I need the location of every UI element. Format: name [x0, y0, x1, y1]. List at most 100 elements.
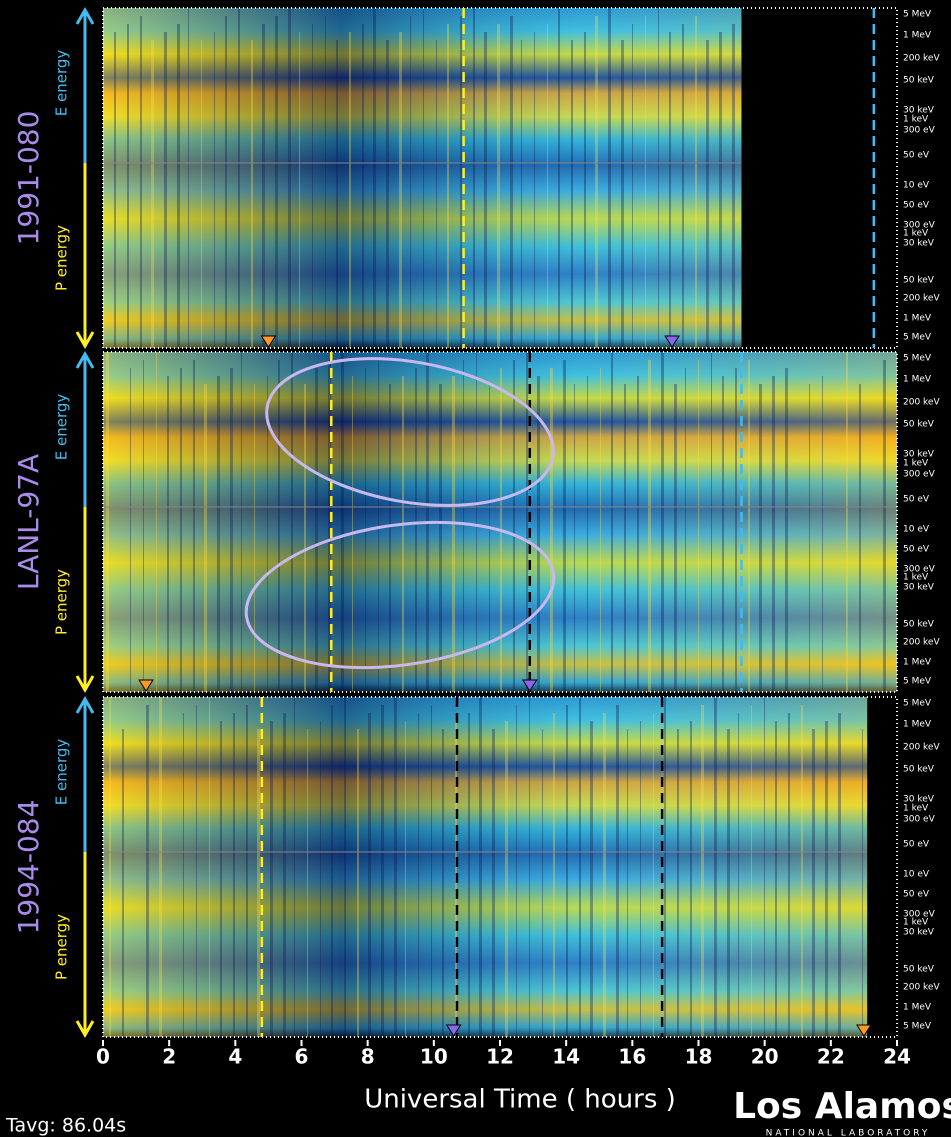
texture-stripe [460, 16, 462, 348]
texture-stripe [151, 40, 154, 348]
texture-stripe [476, 352, 477, 692]
texture-stripe [695, 16, 697, 348]
texture-stripe [674, 384, 677, 692]
p-energy-label: P energy [53, 225, 71, 291]
energy-label: 50 keV [903, 420, 935, 430]
energy-label: 1 MeV [903, 314, 932, 324]
texture-stripe [732, 24, 735, 348]
energy-label: 50 keV [903, 620, 935, 630]
x-tick-label: 10 [420, 1045, 448, 1069]
texture-stripe [325, 16, 326, 348]
energy-label: 200 keV [903, 638, 940, 648]
texture-stripe [315, 368, 318, 692]
texture-stripe [584, 32, 586, 348]
texture-stripe [785, 368, 788, 692]
texture-stripe [812, 729, 815, 1037]
p-energy-label: P energy [53, 914, 71, 980]
energy-label: 200 keV [903, 743, 940, 753]
texture-stripe [825, 721, 828, 1037]
texture-stripe [336, 40, 338, 348]
texture-stripe [735, 368, 737, 692]
texture-stripe [127, 24, 129, 348]
energy-label: 50 eV [903, 890, 930, 900]
texture-stripe [637, 376, 639, 692]
texture-stripe [492, 729, 495, 1037]
energy-label: 1 keV [903, 804, 929, 814]
energy-label: 5 MeV [903, 1022, 932, 1032]
x-tick-label: 8 [361, 1045, 375, 1069]
texture-stripe [627, 729, 628, 1037]
texture-stripe [669, 32, 671, 348]
texture-stripe [526, 352, 528, 692]
energy-label: 200 keV [903, 398, 940, 408]
texture-stripe [542, 729, 543, 1037]
texture-stripe [188, 8, 189, 348]
texture-stripe [534, 32, 535, 348]
e-energy-label: E energy [53, 739, 71, 806]
x-tick-label: 2 [162, 1045, 176, 1069]
satellite-name: 1994-084 [12, 800, 45, 935]
texture-stripe [558, 8, 560, 348]
energy-label: 200 keV [903, 294, 940, 304]
texture-stripe [563, 360, 566, 692]
texture-stripe [701, 705, 704, 1037]
texture-stripe [233, 713, 235, 1037]
energy-label: 50 keV [903, 276, 935, 286]
texture-stripe [759, 384, 762, 692]
texture-stripe [579, 697, 581, 1037]
x-tick-label: 20 [751, 1045, 779, 1069]
texture-stripe [394, 697, 397, 1037]
texture-stripe [439, 384, 442, 692]
texture-stripe [164, 32, 167, 348]
texture-stripe [862, 729, 863, 1037]
texture-stripe [611, 352, 613, 692]
texture-stripe [146, 705, 149, 1037]
energy-label: 50 keV [903, 765, 935, 775]
energy-label: 1 keV [903, 115, 929, 125]
texture-stripe [312, 24, 313, 348]
texture-stripe [307, 729, 308, 1037]
texture-stripe [497, 24, 500, 348]
texture-stripe [822, 376, 823, 692]
texture-stripe [547, 24, 548, 348]
texture-stripe [196, 705, 197, 1037]
texture-stripe [122, 729, 124, 1037]
energy-label: 1 keV [903, 229, 929, 239]
texture-stripe [489, 384, 490, 692]
texture-stripe [658, 8, 659, 348]
texture-stripe [288, 8, 291, 348]
data-gap [867, 697, 897, 1037]
texture-stripe [368, 713, 371, 1037]
satellite-name: LANL-97A [12, 454, 45, 590]
texture-stripe [204, 384, 207, 692]
texture-stripe [883, 360, 886, 692]
energy-label: 300 eV [903, 815, 936, 825]
x-tick-label: 16 [618, 1045, 646, 1069]
texture-stripe [130, 368, 131, 692]
texture-stripe [241, 352, 242, 692]
texture-stripe [600, 368, 601, 692]
texture-stripe [177, 24, 180, 348]
texture-stripe [664, 697, 666, 1037]
texture-stripe [373, 8, 376, 348]
texture-stripe [362, 24, 364, 348]
texture-stripe [257, 729, 260, 1037]
texture-stripe [648, 360, 651, 692]
energy-label: 10 eV [903, 181, 930, 191]
texture-stripe [479, 697, 482, 1037]
texture-stripe [738, 713, 739, 1037]
chart: Universal Time ( hours ) Tavg: 86.04s Lo… [0, 0, 951, 1137]
energy-label: 50 eV [903, 840, 930, 850]
texture-stripe [838, 713, 841, 1037]
texture-stripe [143, 360, 144, 692]
texture-stripe [183, 713, 184, 1037]
page: Universal Time ( hours ) Tavg: 86.04s Lo… [0, 0, 951, 1137]
x-tick-label: 18 [685, 1045, 713, 1069]
texture-stripe [632, 24, 633, 348]
energy-label: 10 eV [903, 525, 930, 535]
texture-stripe [645, 16, 646, 348]
energy-label: 1 MeV [903, 720, 932, 730]
texture-stripe [159, 697, 162, 1037]
x-axis-label: Universal Time ( hours ) [364, 1085, 676, 1115]
texture-stripe [270, 721, 273, 1037]
